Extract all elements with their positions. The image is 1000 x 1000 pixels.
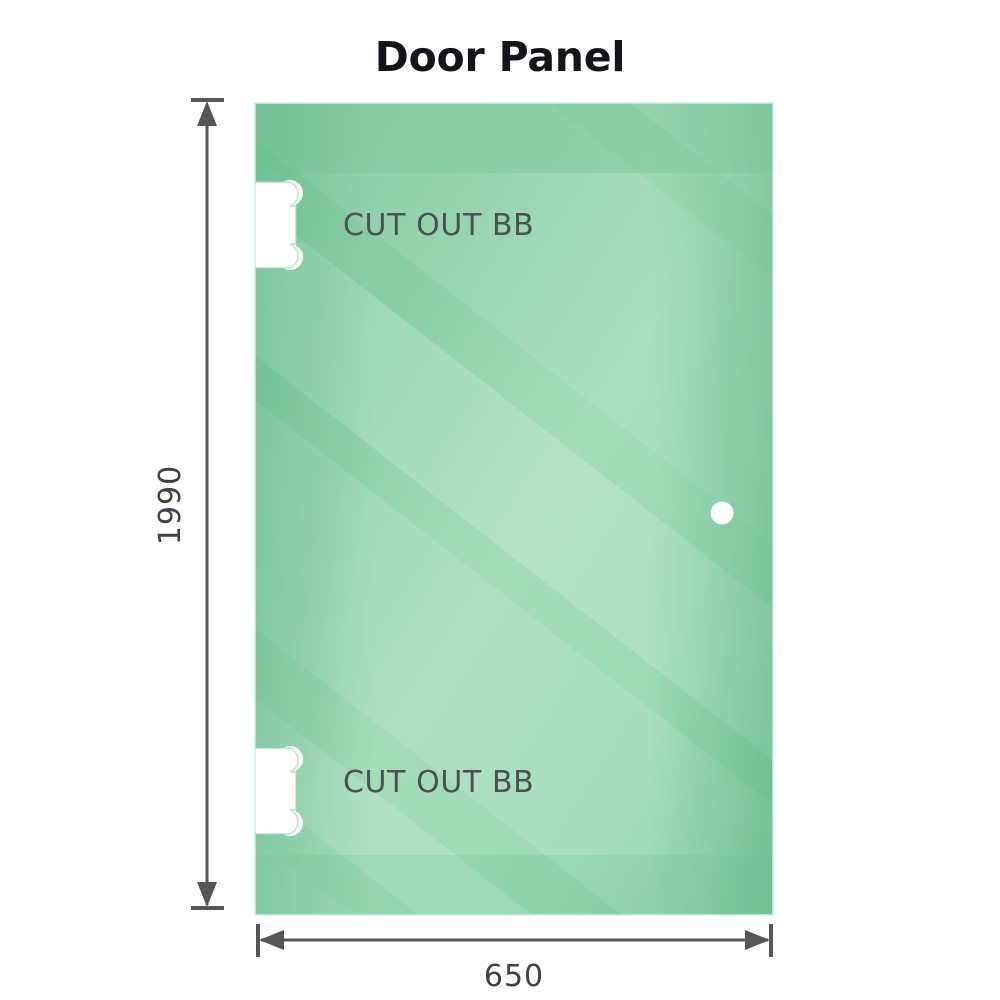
width-dimension-label: 650 bbox=[484, 959, 544, 994]
cutout-top-label: CUT OUT BB bbox=[343, 208, 534, 243]
cutout-bottom-label: CUT OUT BB bbox=[343, 765, 534, 800]
page-title: Door Panel bbox=[374, 33, 626, 81]
dimension-height bbox=[191, 98, 224, 910]
width-arrow-right bbox=[745, 930, 770, 950]
height-arrow-up bbox=[197, 101, 217, 126]
cutout-bottom bbox=[255, 747, 299, 835]
dimension-width bbox=[256, 924, 773, 957]
height-dimension-label: 1990 bbox=[153, 465, 188, 545]
height-arrow-down bbox=[197, 882, 217, 907]
panel-outline bbox=[254, 102, 774, 916]
width-arrow-left bbox=[259, 930, 284, 950]
cutout-top bbox=[255, 181, 299, 269]
